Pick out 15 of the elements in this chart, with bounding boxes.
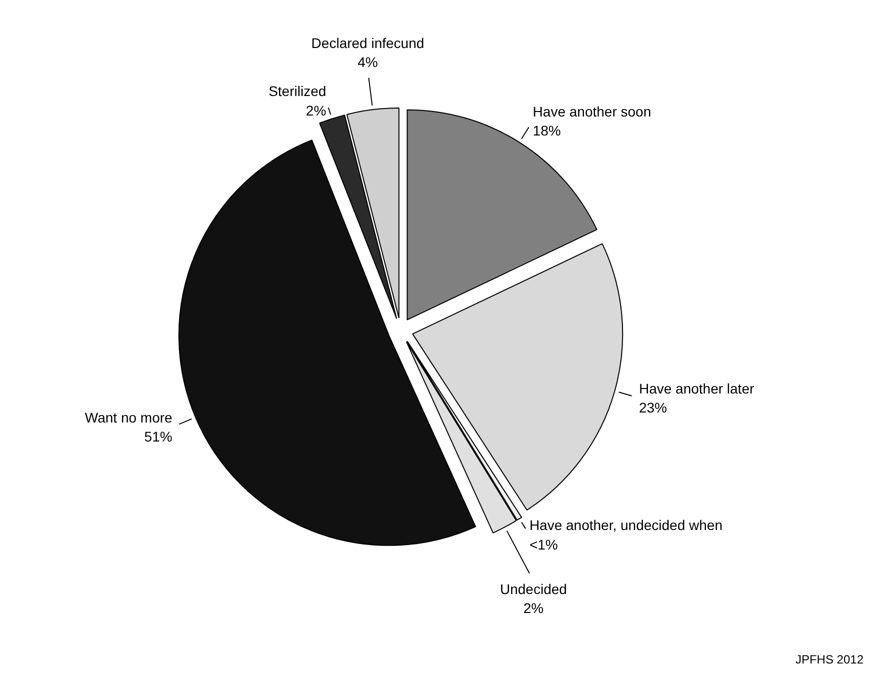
slice-label: Undecided: [500, 580, 567, 597]
slice-label: Have another soon: [532, 103, 652, 120]
data-label: 51%: [144, 428, 172, 445]
data-label: <1%: [529, 536, 558, 552]
data-label: 23%: [638, 399, 667, 416]
data-label: 2%: [523, 600, 544, 616]
data-label: 4%: [358, 54, 378, 70]
slice-label: Want no more: [84, 410, 173, 426]
slice-label: Declared infecund: [311, 34, 424, 51]
slice-label: Sterilized: [268, 83, 326, 100]
data-label: 2%: [306, 102, 326, 118]
slice-label: Have another later: [638, 380, 754, 396]
text: JPFHS 2012: [795, 652, 864, 666]
slice-label: Have another, undecided when: [529, 517, 722, 534]
data-label: 18%: [532, 122, 561, 139]
